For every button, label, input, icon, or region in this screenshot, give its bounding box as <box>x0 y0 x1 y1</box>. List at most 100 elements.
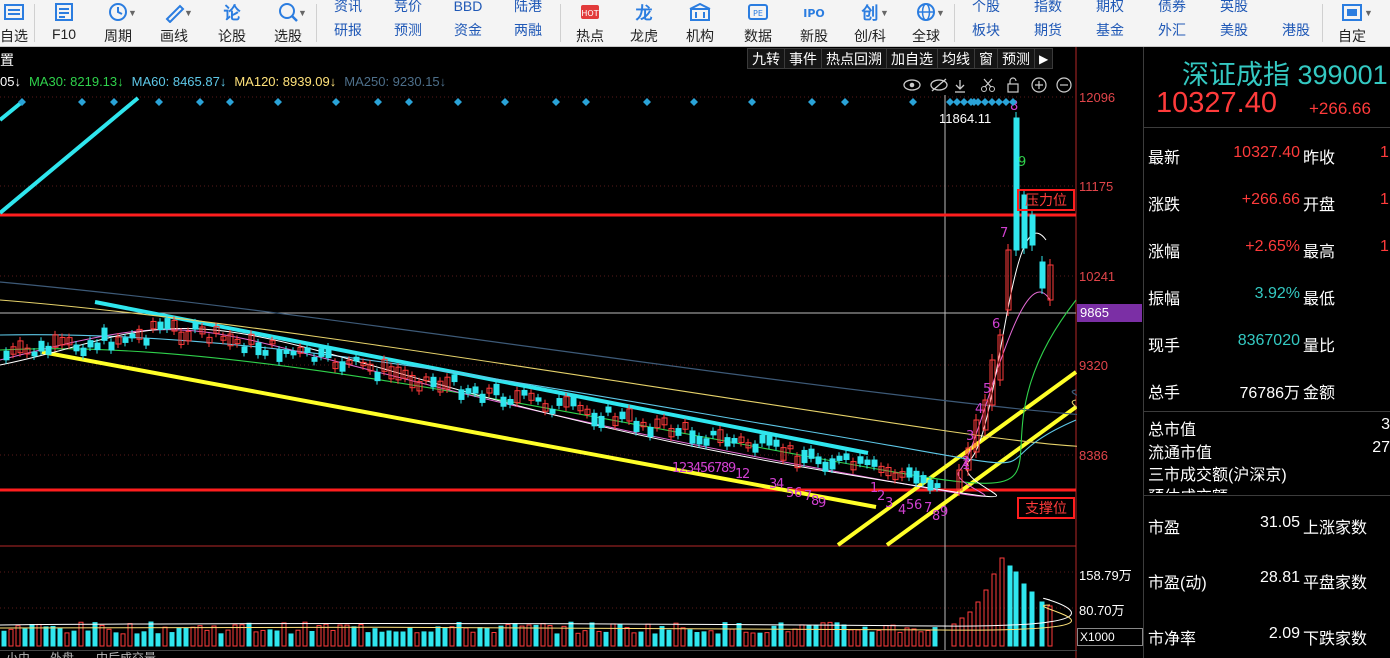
toolbar-button-longhu[interactable]: 龙龙虎 <box>618 0 670 46</box>
price-tick: 12096 <box>1079 90 1116 105</box>
chart-toolbar-button-6[interactable]: 预测 <box>997 48 1035 69</box>
candle-body <box>619 411 626 420</box>
chart-toolbar-button-4[interactable]: 均线 <box>937 48 975 69</box>
toolbar-button-xingu[interactable]: IPO 新股 <box>788 0 840 46</box>
jigou-icon <box>688 2 712 21</box>
down-arrow-icon[interactable] <box>955 80 965 93</box>
toolbar-link-top-2[interactable]: BBD <box>453 0 483 14</box>
dropdown-caret-icon[interactable]: ▼ <box>128 8 137 18</box>
toolbar-button-label: 自选 <box>0 28 28 44</box>
volume-bar <box>785 631 791 647</box>
toolbar-button-zixuan[interactable]: 自选 <box>0 0 28 46</box>
volume-bar <box>1029 591 1035 647</box>
market-link-top-1[interactable]: 指数 <box>1034 0 1062 14</box>
chart-toolbar-button-0[interactable]: 九转 <box>747 48 785 69</box>
market-link-top-3[interactable]: 债券 <box>1158 0 1186 14</box>
candle-body <box>514 390 521 404</box>
toolbar-button-jigou[interactable]: 机构 <box>674 0 726 46</box>
event-marker-icon <box>1002 98 1010 106</box>
toolbar-link-bottom-2[interactable]: 资金 <box>454 22 482 38</box>
volume-bar <box>428 631 434 647</box>
market-link-bottom-3[interactable]: 外汇 <box>1158 22 1186 38</box>
volume-bar <box>750 632 756 647</box>
candle-body <box>248 333 255 345</box>
toolbar-link-bottom-0[interactable]: 研报 <box>334 22 362 38</box>
market-link-top-2[interactable]: 期权 <box>1096 0 1124 14</box>
volume-bar <box>134 633 140 647</box>
hide-icon[interactable] <box>930 78 948 92</box>
candle-body <box>213 326 220 334</box>
chart-toolbar-button-2[interactable]: 热点回溯 <box>821 48 887 69</box>
market-link-bottom-5[interactable]: 港股 <box>1282 22 1310 38</box>
market-link-top-4[interactable]: 英股 <box>1220 0 1248 14</box>
volume-bar <box>547 625 553 647</box>
eye-icon[interactable] <box>903 79 921 91</box>
dropdown-caret-icon[interactable]: ▼ <box>880 8 889 18</box>
toolbar-link-top-0[interactable]: 资讯 <box>334 0 362 14</box>
volume-bar <box>239 624 245 647</box>
toolbar-button-redian[interactable]: HOT 热点 <box>564 0 616 46</box>
toolbar-link-top-1[interactable]: 竞价 <box>394 0 422 14</box>
candle-body <box>899 471 906 478</box>
volume-bar <box>722 622 728 647</box>
chart-toolbar-button-3[interactable]: 加自选 <box>886 48 938 69</box>
zoom-in-icon[interactable] <box>1031 77 1047 93</box>
lock-icon[interactable] <box>1007 77 1019 93</box>
toolbar-button-zidingyi[interactable]: 自定 <box>1328 0 1376 46</box>
candle-body <box>1005 249 1012 311</box>
candle-body <box>297 346 304 354</box>
svg-text:论: 论 <box>224 3 242 23</box>
bottom-tab-1[interactable]: 外盘 <box>50 651 75 658</box>
toolbar-link-bottom-1[interactable]: 预测 <box>394 22 422 38</box>
candle-body <box>724 437 731 447</box>
candle-body <box>766 435 773 446</box>
toolbar-button-quanqiu[interactable]: 全球 <box>900 0 952 46</box>
market-link-bottom-4[interactable]: 美股 <box>1220 22 1248 38</box>
collapse-panel-icon[interactable]: ▶ <box>1034 48 1054 69</box>
market-turnover-label: 三市成交额(沪深京) <box>1148 467 1287 484</box>
volume-bar <box>883 624 889 647</box>
nine-turn-count: 9 <box>1018 155 1026 170</box>
toolbar-button-lungu[interactable]: 论论股 <box>206 0 258 46</box>
candle-body <box>815 456 822 465</box>
toolbar-button-xuangu[interactable]: 选股 <box>262 0 314 46</box>
candle-body <box>927 479 934 491</box>
candle-body <box>444 376 451 390</box>
toolbar-button-label: 机构 <box>686 28 714 44</box>
market-link-top-0[interactable]: 个股 <box>972 0 1000 14</box>
market-link-bottom-2[interactable]: 基金 <box>1096 22 1124 38</box>
bottom-tab-0[interactable]: 小由 <box>6 651 31 658</box>
zoom-out-icon[interactable] <box>1056 77 1072 93</box>
toolbar-button-huaxian[interactable]: 画线 <box>148 0 200 46</box>
market-link-bottom-0[interactable]: 板块 <box>972 22 1000 38</box>
toolbar-button-chuangke[interactable]: 创创/科 <box>844 0 896 46</box>
chart-toolbar-button-1[interactable]: 事件 <box>784 48 822 69</box>
candle-body <box>374 371 381 382</box>
toolbar-link-bottom-3[interactable]: 两融 <box>514 22 542 38</box>
dropdown-caret-icon[interactable]: ▼ <box>184 8 193 18</box>
dropdown-caret-icon[interactable]: ▼ <box>298 8 307 18</box>
event-marker-icon <box>274 98 282 106</box>
toolbar-button-f10[interactable]: F10 <box>40 0 88 46</box>
volume-ma-line <box>0 604 1072 631</box>
candle-body <box>143 338 150 346</box>
dropdown-caret-icon[interactable]: ▼ <box>1364 8 1373 18</box>
nine-turn-count: 9 <box>728 461 736 476</box>
scissors-icon[interactable] <box>981 78 995 92</box>
volume-bar <box>295 629 301 647</box>
volume-bar <box>904 627 910 647</box>
dropdown-caret-icon[interactable]: ▼ <box>936 8 945 18</box>
chart-toolbar-button-5[interactable]: 窗 <box>974 48 998 69</box>
market-link-bottom-1[interactable]: 期货 <box>1034 22 1062 38</box>
toolbar-button-shuju[interactable]: PE 数据 <box>732 0 784 46</box>
quote-label: 涨跌 <box>1148 197 1181 214</box>
toolbar-button-label: 选股 <box>274 28 302 44</box>
toolbar-button-label: 新股 <box>800 28 828 44</box>
event-marker-icon <box>78 98 86 106</box>
toolbar-link-top-3[interactable]: 陆港 <box>514 0 542 14</box>
bottom-tab-2[interactable]: 中后成交量 <box>96 651 157 658</box>
candle-body <box>906 467 913 478</box>
candle-body <box>486 387 493 394</box>
toolbar-button-zhouqi[interactable]: 周期 <box>92 0 144 46</box>
